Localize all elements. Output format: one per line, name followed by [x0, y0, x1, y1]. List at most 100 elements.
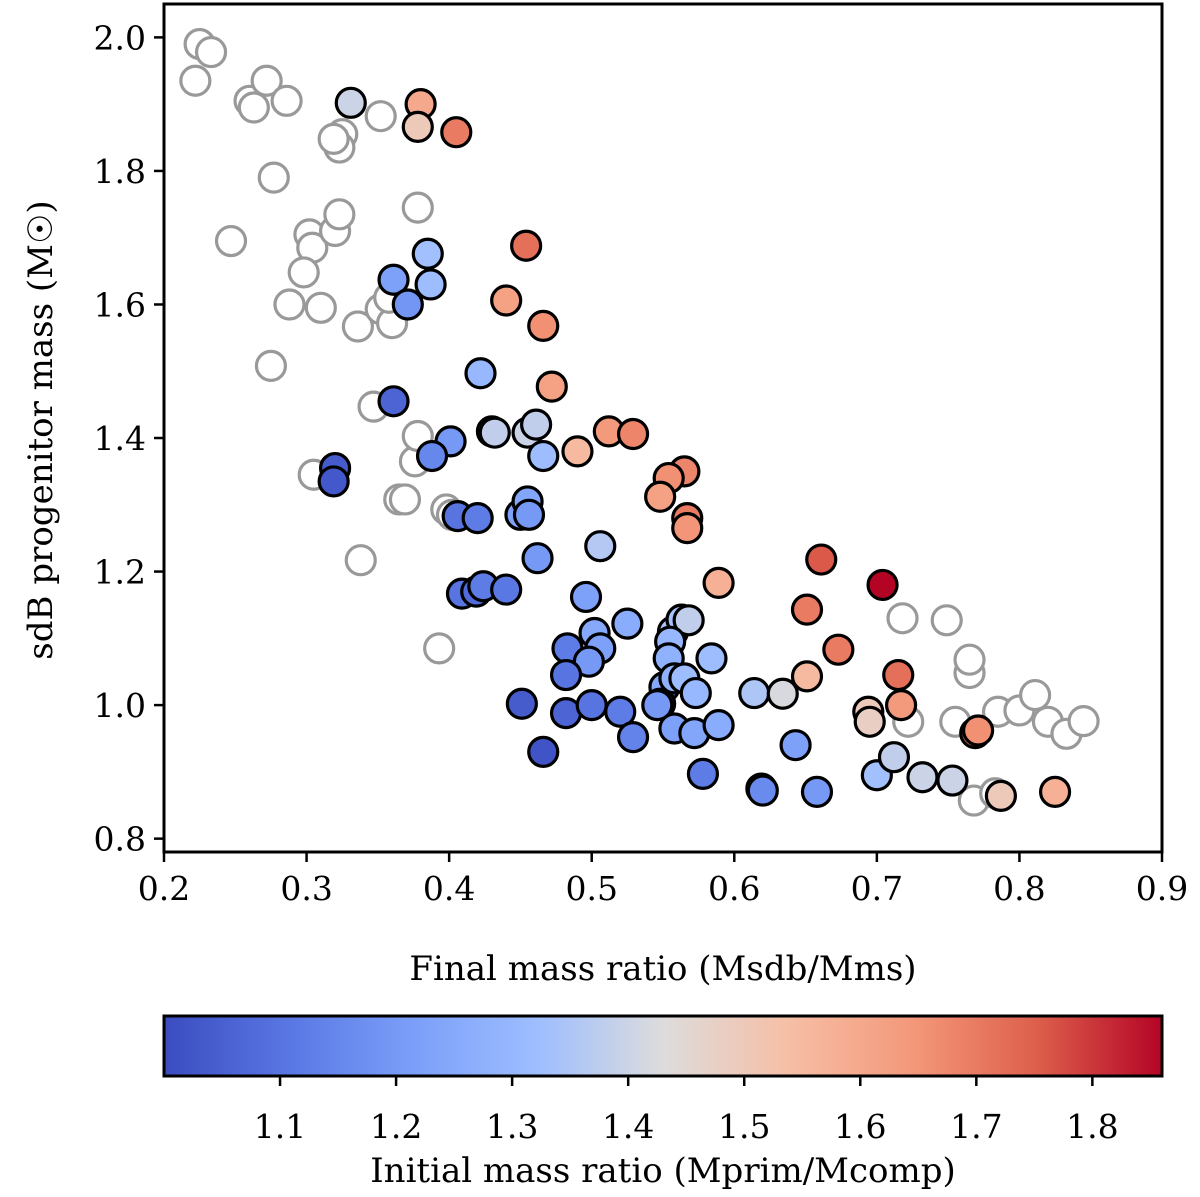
- colorbar: [162, 1014, 1164, 1078]
- colorbar-tick-label: 1.7: [950, 1107, 1002, 1146]
- filled-point: [334, 86, 367, 119]
- colorbar-tick-label: 1.5: [718, 1107, 770, 1146]
- filled-point: [961, 714, 995, 747]
- filled-point: [906, 761, 939, 794]
- filled-point: [535, 370, 568, 403]
- colorbar-tick-label: 1.1: [254, 1107, 306, 1146]
- scatter-points: [179, 27, 1100, 817]
- filled-point: [766, 677, 799, 710]
- filled-point: [853, 705, 886, 738]
- filled-point: [746, 774, 779, 807]
- colorbar-tick-label: 1.4: [602, 1107, 654, 1146]
- filled-point: [822, 633, 855, 666]
- filled-point: [686, 757, 720, 790]
- filled-point: [461, 502, 494, 535]
- colorbar-tick-label: 1.8: [1066, 1107, 1118, 1146]
- filled-point: [512, 498, 546, 531]
- filled-point: [790, 593, 824, 626]
- colorbar-tick-label: 1.2: [370, 1107, 422, 1146]
- filled-point: [866, 568, 899, 602]
- filled-point: [671, 512, 704, 545]
- open-point: [179, 64, 212, 97]
- open-point: [341, 310, 374, 343]
- filled-point: [490, 284, 523, 317]
- filled-point: [527, 735, 560, 768]
- filled-point: [695, 642, 728, 675]
- filled-point: [702, 709, 735, 742]
- x-axis-label: Final mass ratio (Msdb/Mms): [409, 949, 916, 989]
- filled-point: [575, 689, 608, 722]
- filled-point: [790, 660, 824, 693]
- y-tick-label: 1.2: [94, 553, 146, 592]
- x-tick-label: 0.7: [851, 869, 903, 908]
- filled-point: [377, 385, 410, 418]
- open-point: [254, 349, 288, 383]
- y-tick-label: 1.8: [94, 152, 146, 191]
- filled-point: [414, 268, 447, 301]
- filled-point: [884, 689, 918, 722]
- filled-point: [1038, 775, 1072, 809]
- x-tick-label: 0.4: [423, 869, 475, 908]
- plot-frame: [162, 2, 1164, 854]
- colorbar-axis: 1.1 1.2 1.3 1.4 1.5 1.6 1.7 1.8: [254, 1076, 1119, 1146]
- filled-point: [644, 480, 677, 513]
- filled-point: [611, 607, 644, 640]
- open-point: [1019, 678, 1052, 712]
- open-point: [401, 191, 434, 224]
- filled-point: [527, 439, 560, 473]
- open-point: [1067, 705, 1100, 738]
- y-axis-label: sdB progenitor mass (M☉): [21, 200, 61, 659]
- colorbar-tick-label: 1.6: [834, 1107, 886, 1146]
- filled-point: [702, 566, 735, 600]
- filled-point: [317, 465, 350, 498]
- open-point: [250, 64, 283, 97]
- filled-point: [672, 604, 705, 637]
- filled-point: [569, 580, 603, 614]
- colorbar-tick-label: 1.3: [486, 1107, 538, 1146]
- open-point: [886, 602, 919, 635]
- open-point: [323, 198, 356, 231]
- open-point: [423, 632, 456, 665]
- open-point: [388, 483, 422, 516]
- filled-point: [800, 775, 834, 809]
- x-tick-label: 0.5: [565, 869, 617, 908]
- filled-point: [984, 779, 1017, 813]
- filled-point: [616, 417, 650, 451]
- y-tick-label: 0.8: [94, 820, 146, 859]
- filled-point: [584, 530, 617, 563]
- filled-point: [561, 435, 594, 468]
- open-point: [237, 91, 270, 124]
- filled-point: [882, 658, 915, 692]
- filled-point: [641, 689, 674, 722]
- open-point: [344, 544, 377, 577]
- filled-point: [679, 676, 712, 710]
- filled-point: [805, 543, 838, 576]
- filled-point: [877, 741, 911, 774]
- filled-point: [738, 676, 771, 710]
- open-point: [287, 256, 320, 289]
- colorbar-label: Initial mass ratio (Mprim/Mcomp): [370, 1151, 956, 1191]
- filled-point: [401, 110, 434, 143]
- filled-point: [549, 658, 583, 692]
- filled-point: [440, 116, 473, 149]
- filled-point: [521, 542, 554, 575]
- open-point: [257, 161, 290, 194]
- filled-point: [391, 288, 424, 321]
- filled-point: [779, 729, 812, 762]
- open-point: [273, 288, 306, 321]
- filled-point: [527, 309, 560, 342]
- filled-point: [520, 408, 553, 441]
- x-tick-label: 0.6: [708, 869, 760, 908]
- open-point: [270, 84, 303, 117]
- open-point: [214, 224, 248, 258]
- filled-point: [505, 687, 538, 720]
- open-point: [194, 35, 228, 69]
- filled-point: [616, 721, 650, 754]
- open-point: [364, 100, 397, 133]
- filled-point: [411, 237, 444, 270]
- filled-point: [464, 357, 497, 390]
- filled-point: [377, 263, 410, 296]
- x-tick-label: 0.8: [993, 869, 1045, 908]
- y-tick-label: 1.4: [94, 419, 146, 458]
